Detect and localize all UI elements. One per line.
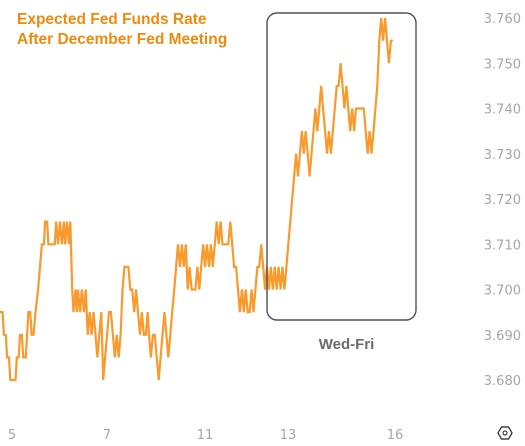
y-tick-label: 3.680 — [484, 374, 521, 389]
series-line — [0, 17, 393, 382]
y-tick-label: 3.750 — [484, 57, 521, 72]
series-group — [0, 17, 393, 382]
title-line-1: Expected Fed Funds Rate — [17, 11, 207, 28]
y-tick-label: 3.730 — [484, 148, 521, 163]
x-tick-label: 16 — [387, 428, 404, 443]
annotation-label: Wed-Fri — [319, 336, 375, 353]
y-tick-label: 3.690 — [484, 329, 521, 344]
y-tick-label: 3.700 — [484, 284, 521, 299]
annotation-box — [266, 12, 417, 321]
annotation: Wed-Fri — [266, 12, 417, 353]
y-tick-label: 3.720 — [484, 193, 521, 208]
title-line-2: After December Fed Meeting — [17, 31, 227, 48]
x-tick-label: 13 — [280, 428, 297, 443]
hexagon-logo-icon — [497, 426, 513, 440]
y-tick-label: 3.740 — [484, 103, 521, 118]
x-tick-label: 5 — [8, 428, 16, 443]
x-axis: 5 7 11 13 16 — [8, 428, 403, 443]
y-tick-label: 3.710 — [484, 238, 521, 253]
x-tick-label: 11 — [197, 428, 214, 443]
chart-title: Expected Fed Funds Rate After December F… — [17, 11, 227, 48]
y-axis: 3.680 3.690 3.700 3.710 3.720 3.730 3.740 3.750… — [484, 12, 521, 389]
y-tick-label: 3.760 — [484, 12, 521, 27]
x-tick-label: 7 — [103, 428, 111, 443]
